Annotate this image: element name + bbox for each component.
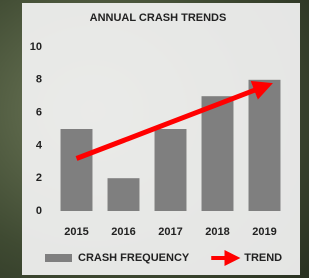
x-tick-label: 2019 xyxy=(252,226,276,238)
legend-label: CRASH FREQUENCY xyxy=(78,252,190,264)
y-tick-label: 10 xyxy=(30,41,42,53)
y-tick-label: 0 xyxy=(36,205,42,217)
y-tick-label: 6 xyxy=(36,107,42,119)
bar xyxy=(155,129,187,211)
legend-label: TREND xyxy=(244,252,282,264)
bar xyxy=(249,80,281,211)
chart-title: ANNUAL CRASH TRENDS xyxy=(90,12,227,24)
legend-swatch xyxy=(45,254,72,262)
chart: ANNUAL CRASH TRENDS 0 2 4 6 8 10 2015 2016 2017 2… xyxy=(0,0,309,278)
bar xyxy=(108,178,140,211)
y-tick-label: 4 xyxy=(36,139,43,151)
y-tick-label: 2 xyxy=(36,172,42,184)
y-tick-label: 8 xyxy=(36,74,42,86)
bar xyxy=(202,96,234,211)
bar xyxy=(61,129,93,211)
x-tick-label: 2018 xyxy=(205,226,229,238)
x-tick-label: 2015 xyxy=(64,226,88,238)
x-tick-label: 2016 xyxy=(111,226,135,238)
x-tick-label: 2017 xyxy=(158,226,182,238)
